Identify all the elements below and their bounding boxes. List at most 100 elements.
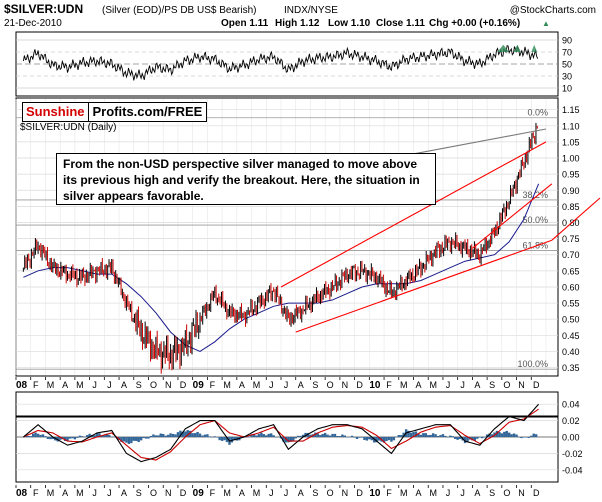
macd-histogram-bar [488, 433, 491, 437]
macd-histogram-bar [71, 437, 74, 439]
macd-histogram-bar [397, 435, 400, 437]
macd-histogram-bar [323, 432, 327, 437]
x-axis-label: O [503, 488, 510, 498]
macd-histogram-bar [135, 437, 138, 441]
macd-histogram-bar [164, 435, 167, 437]
x-axis-label: F [386, 488, 392, 498]
macd-histogram-bar [257, 433, 261, 437]
x-axis-label: O [327, 380, 334, 390]
macd-histogram-bar [211, 437, 214, 438]
macd-histogram-bar [184, 431, 187, 437]
fib-label: 38.2% [522, 190, 548, 200]
macd-histogram-bar [402, 432, 405, 437]
channel-line-upper [280, 141, 547, 288]
price-tick-label: 0.75 [562, 234, 580, 244]
x-axis-label: J [107, 380, 112, 390]
macd-histogram-bar [456, 437, 459, 440]
x-axis-label: 08 [16, 488, 28, 499]
macd-histogram-bar [296, 435, 300, 437]
macd-histogram-bar [409, 432, 413, 437]
macd-histogram-bar [213, 436, 216, 437]
macd-histogram-bar [530, 435, 533, 437]
fib-label: 100.0% [517, 359, 548, 369]
macd-histogram-bar [515, 434, 518, 437]
macd-histogram-bar [233, 437, 236, 441]
macd-histogram-bar [353, 437, 356, 438]
macd-histogram-bar [250, 434, 253, 437]
macd-histogram-bar [125, 437, 128, 443]
x-axis-label: M [400, 488, 408, 498]
x-axis-label: J [460, 380, 465, 390]
x-axis-label: M [76, 380, 84, 390]
macd-histogram-bar [343, 435, 346, 437]
x-axis-label: M [223, 380, 231, 390]
price-tick-label: 0.45 [562, 331, 580, 341]
macd-histogram-bar [76, 437, 79, 438]
macd-histogram-bar [407, 430, 410, 437]
macd-histogram-bar [49, 437, 52, 440]
macd-histogram-bar [495, 430, 499, 437]
header-exchange: INDX/NYSE [284, 5, 338, 16]
price-tick-label: 0.40 [562, 347, 580, 357]
x-axis-label: A [239, 380, 245, 390]
x-axis-label: A [415, 488, 421, 498]
x-axis-label: A [62, 488, 68, 498]
fib-label: 50.0% [522, 215, 548, 225]
macd-histogram-bar [485, 434, 489, 437]
macd-histogram-bar [350, 435, 354, 437]
price-panel-label: $SILVER:UDN (Daily) [20, 122, 117, 133]
macd-histogram-bar [292, 437, 295, 442]
macd-histogram-bar [51, 437, 55, 440]
x-axis-label: 08 [16, 380, 28, 391]
macd-histogram-bar [252, 434, 256, 437]
rsi-line [22, 45, 539, 81]
x-axis-label: N [165, 488, 172, 498]
macd-histogram-bar [223, 437, 226, 441]
macd-histogram-bar [358, 437, 361, 438]
macd-histogram-bar [157, 435, 160, 437]
chg-up-icon: ▲ [542, 19, 550, 28]
macd-histogram-bar [299, 435, 302, 437]
macd-histogram-bar [412, 431, 415, 437]
x-axis-label: S [312, 380, 318, 390]
macd-histogram-bar [88, 433, 91, 437]
macd-histogram-bar [348, 436, 351, 438]
macd-histogram-bar [218, 437, 221, 441]
rsi-tick-label: 50 [562, 60, 572, 70]
header-chg: Chg +0.00 (+0.16%) [429, 18, 520, 29]
macd-histogram-bar [78, 435, 81, 437]
rsi-fill [531, 44, 538, 52]
x-axis-label: J [284, 380, 289, 390]
macd-histogram-bar [130, 437, 133, 444]
x-axis-label: F [33, 380, 39, 390]
macd-histogram-bar [46, 437, 50, 440]
x-axis-label: M [253, 380, 261, 390]
macd-histogram-bar [522, 437, 526, 438]
macd-histogram-bar [262, 434, 266, 437]
x-axis-label: M [47, 488, 55, 498]
macd-histogram-bar [427, 435, 430, 437]
price-tick-label: 0.50 [562, 315, 580, 325]
macd-histogram-bar [454, 437, 457, 439]
macd-histogram-bar [382, 437, 386, 443]
x-axis-label: D [356, 380, 363, 390]
macd-histogram-bar [414, 431, 418, 437]
x-axis-label: J [446, 488, 451, 498]
macd-histogram-bar [365, 437, 369, 441]
macd-histogram-bar [289, 437, 293, 442]
macd-histogram-bar [534, 434, 538, 437]
macd-histogram-bar [507, 432, 511, 437]
macd-histogram-bar [176, 432, 180, 437]
header-symbol: $SILVER:UDN [4, 2, 83, 16]
rsi-overbought-fills [497, 44, 538, 52]
macd-histogram-bar [144, 437, 148, 439]
macd-histogram-bar [196, 431, 199, 437]
macd-histogram-bar [132, 437, 135, 441]
macd-histogram-bar [520, 437, 523, 439]
macd-histogram-bar [245, 437, 248, 438]
x-axis-label: M [429, 380, 437, 390]
fib-label: 0.0% [527, 108, 548, 118]
macd-histogram-bar [306, 432, 310, 437]
x-axis-label: O [327, 488, 334, 498]
